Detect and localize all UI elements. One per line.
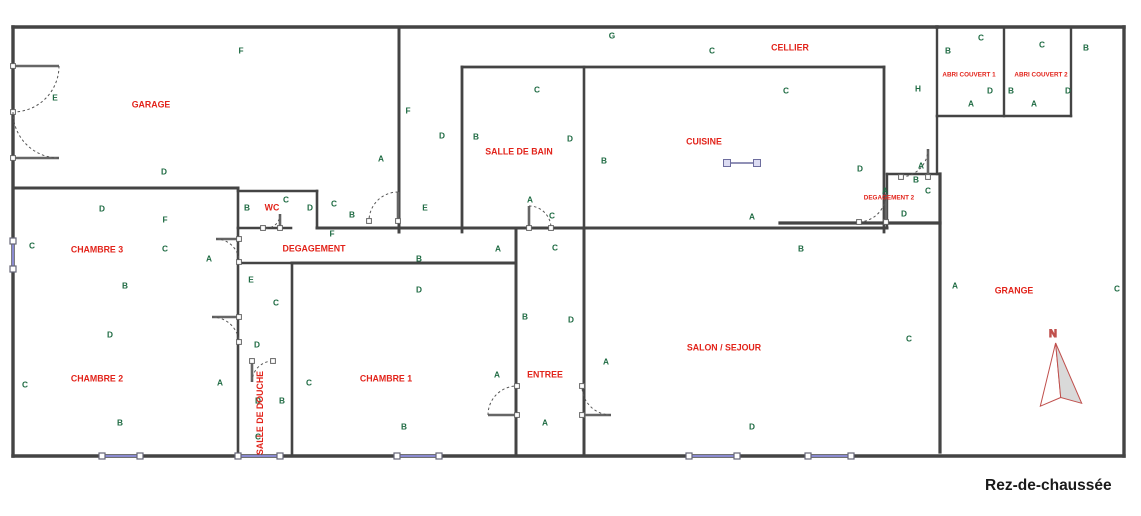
- svg-text:D: D: [901, 209, 907, 219]
- svg-text:C: C: [783, 86, 789, 96]
- svg-text:C: C: [22, 380, 28, 390]
- svg-text:A: A: [968, 99, 974, 109]
- svg-text:D: D: [439, 131, 445, 141]
- svg-text:B: B: [1083, 43, 1089, 53]
- svg-text:ABRI COUVERT 2: ABRI COUVERT 2: [1014, 72, 1068, 79]
- svg-text:D: D: [99, 204, 105, 214]
- svg-text:CHAMBRE 1: CHAMBRE 1: [360, 374, 412, 384]
- svg-text:GRANGE: GRANGE: [995, 286, 1034, 296]
- svg-text:SALLE DE DOUCHE: SALLE DE DOUCHE: [255, 371, 265, 455]
- svg-text:B: B: [1008, 86, 1014, 96]
- svg-text:ENTREE: ENTREE: [527, 370, 563, 380]
- svg-text:A: A: [749, 212, 755, 222]
- svg-text:C: C: [1114, 284, 1120, 294]
- svg-text:B: B: [244, 203, 250, 213]
- svg-text:D: D: [161, 167, 167, 177]
- svg-text:D: D: [416, 285, 422, 295]
- svg-text:F: F: [329, 229, 334, 239]
- svg-text:SALON / SEJOUR: SALON / SEJOUR: [687, 343, 762, 353]
- svg-text:D: D: [307, 203, 313, 213]
- svg-text:C: C: [906, 334, 912, 344]
- svg-text:D: D: [568, 315, 574, 325]
- svg-text:C: C: [552, 243, 558, 253]
- svg-text:WC: WC: [265, 203, 280, 213]
- svg-text:E: E: [248, 275, 254, 285]
- svg-text:B: B: [401, 422, 407, 432]
- svg-text:SALLE DE BAIN: SALLE DE BAIN: [485, 147, 552, 157]
- svg-text:D: D: [254, 340, 260, 350]
- svg-text:C: C: [331, 199, 337, 209]
- svg-text:CELLIER: CELLIER: [771, 43, 809, 53]
- svg-text:C: C: [534, 85, 540, 95]
- svg-text:C: C: [306, 378, 312, 388]
- svg-text:A: A: [952, 281, 958, 291]
- svg-text:Rez-de-chaussée: Rez-de-chaussée: [985, 477, 1112, 494]
- svg-text:B: B: [473, 132, 479, 142]
- svg-text:D: D: [567, 134, 573, 144]
- svg-text:B: B: [601, 156, 607, 166]
- svg-text:D: D: [749, 422, 755, 432]
- svg-text:GARAGE: GARAGE: [132, 100, 171, 110]
- svg-text:A: A: [1031, 99, 1037, 109]
- svg-text:ABRI COUVERT 1: ABRI COUVERT 1: [942, 72, 996, 79]
- svg-text:G: G: [609, 31, 615, 41]
- svg-text:D: D: [107, 330, 113, 340]
- svg-text:C: C: [273, 298, 279, 308]
- svg-text:C: C: [978, 33, 984, 43]
- svg-text:A: A: [495, 244, 501, 254]
- svg-text:F: F: [405, 106, 410, 116]
- svg-text:A: A: [217, 378, 223, 388]
- svg-text:F: F: [162, 215, 167, 225]
- svg-text:A: A: [494, 370, 500, 380]
- svg-text:D: D: [987, 86, 993, 96]
- svg-text:CUISINE: CUISINE: [686, 137, 722, 147]
- svg-text:C: C: [1039, 40, 1045, 50]
- svg-text:B: B: [117, 418, 123, 428]
- svg-text:A: A: [527, 195, 533, 205]
- svg-text:B: B: [945, 46, 951, 56]
- svg-text:B: B: [349, 210, 355, 220]
- svg-text:A: A: [378, 154, 384, 164]
- svg-text:A: A: [542, 418, 548, 428]
- svg-text:B: B: [913, 175, 919, 185]
- svg-text:B: B: [522, 312, 528, 322]
- svg-text:D: D: [1065, 86, 1071, 96]
- svg-text:CHAMBRE 3: CHAMBRE 3: [71, 245, 123, 255]
- svg-text:DEGAGEMENT 2: DEGAGEMENT 2: [864, 195, 915, 202]
- svg-text:C: C: [925, 186, 931, 196]
- svg-text:H: H: [915, 84, 921, 94]
- svg-text:DEGAGEMENT: DEGAGEMENT: [282, 244, 346, 254]
- svg-text:A: A: [206, 254, 212, 264]
- svg-text:C: C: [29, 241, 35, 251]
- svg-text:CHAMBRE 2: CHAMBRE 2: [71, 374, 123, 384]
- svg-text:B: B: [798, 244, 804, 254]
- svg-text:C: C: [709, 46, 715, 56]
- svg-text:C: C: [283, 195, 289, 205]
- svg-text:B: B: [279, 396, 285, 406]
- svg-text:D: D: [857, 164, 863, 174]
- svg-text:E: E: [422, 203, 428, 213]
- svg-text:C: C: [162, 244, 168, 254]
- svg-text:A: A: [918, 161, 924, 171]
- svg-text:F: F: [238, 46, 243, 56]
- svg-text:B: B: [416, 254, 422, 264]
- svg-text:E: E: [52, 93, 58, 103]
- svg-text:C: C: [549, 211, 555, 221]
- svg-text:N: N: [1049, 328, 1057, 340]
- svg-text:A: A: [603, 357, 609, 367]
- svg-text:B: B: [122, 281, 128, 291]
